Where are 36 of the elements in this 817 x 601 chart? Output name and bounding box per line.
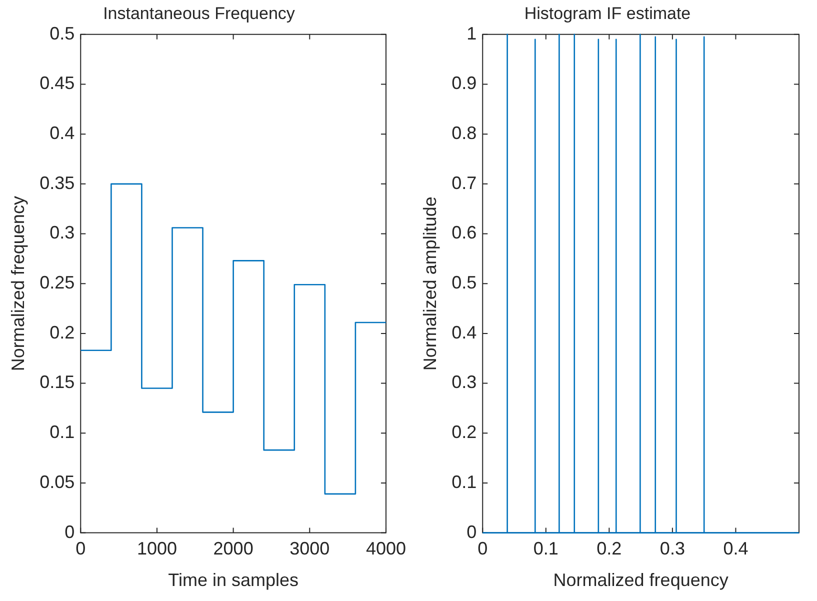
y-tick-label: 0.1 bbox=[452, 472, 477, 492]
y-tick-label: 0.2 bbox=[452, 422, 477, 442]
y-tick-label: 0.3 bbox=[50, 222, 75, 243]
x-tick-label: 1000 bbox=[136, 538, 177, 559]
x-axis-title: Normalized frequency bbox=[553, 570, 728, 590]
y-tick-label: 0.2 bbox=[50, 322, 75, 342]
y-tick-label: 0.5 bbox=[452, 272, 477, 293]
x-tick-label: 4000 bbox=[366, 538, 406, 559]
y-axis-title: Normalized amplitude bbox=[420, 196, 440, 371]
y-tick-label: 0.8 bbox=[452, 123, 477, 144]
y-tick-label: 0.15 bbox=[40, 372, 75, 392]
y-tick-label: 0 bbox=[466, 522, 477, 542]
x-axis-title: Time in samples bbox=[168, 570, 298, 590]
y-tick-label: 0.6 bbox=[452, 222, 477, 243]
y-tick-label: 0.25 bbox=[40, 272, 75, 293]
y-tick-label: 0.7 bbox=[452, 172, 477, 193]
y-tick-label: 0.5 bbox=[50, 23, 75, 44]
y-axis-title: Normalized frequency bbox=[8, 196, 28, 372]
y-tick-label: 0.9 bbox=[452, 73, 477, 94]
x-tick-label: 0.1 bbox=[533, 538, 558, 559]
y-tick-label: 1 bbox=[466, 23, 477, 44]
y-tick-label: 0.4 bbox=[50, 123, 75, 144]
y-tick-label: 0.1 bbox=[50, 422, 75, 442]
y-tick-label: 0.4 bbox=[452, 322, 477, 342]
y-tick-label: 0.3 bbox=[452, 372, 477, 392]
x-tick-label: 0.3 bbox=[660, 538, 685, 559]
chart-title: Instantaneous Frequency bbox=[103, 4, 296, 23]
y-tick-label: 0 bbox=[64, 522, 75, 542]
y-tick-label: 0.05 bbox=[40, 472, 75, 492]
chart-title: Histogram IF estimate bbox=[524, 4, 691, 23]
x-tick-label: 3000 bbox=[290, 538, 330, 559]
x-tick-label: 0.2 bbox=[596, 538, 622, 559]
y-tick-label: 0.45 bbox=[40, 73, 75, 94]
y-tick-label: 0.35 bbox=[40, 172, 75, 193]
x-tick-label: 2000 bbox=[213, 538, 254, 559]
x-tick-label: 0.4 bbox=[723, 538, 748, 559]
